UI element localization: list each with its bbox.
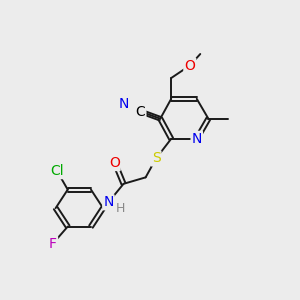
Text: N: N	[119, 97, 129, 111]
Text: N: N	[103, 195, 114, 209]
Text: S: S	[152, 152, 161, 165]
Text: F: F	[49, 237, 57, 251]
Text: Cl: Cl	[50, 164, 64, 178]
Text: N: N	[192, 132, 202, 146]
Text: O: O	[109, 156, 120, 170]
Text: H: H	[115, 202, 125, 214]
Text: C: C	[136, 105, 146, 119]
Text: O: O	[184, 58, 195, 73]
